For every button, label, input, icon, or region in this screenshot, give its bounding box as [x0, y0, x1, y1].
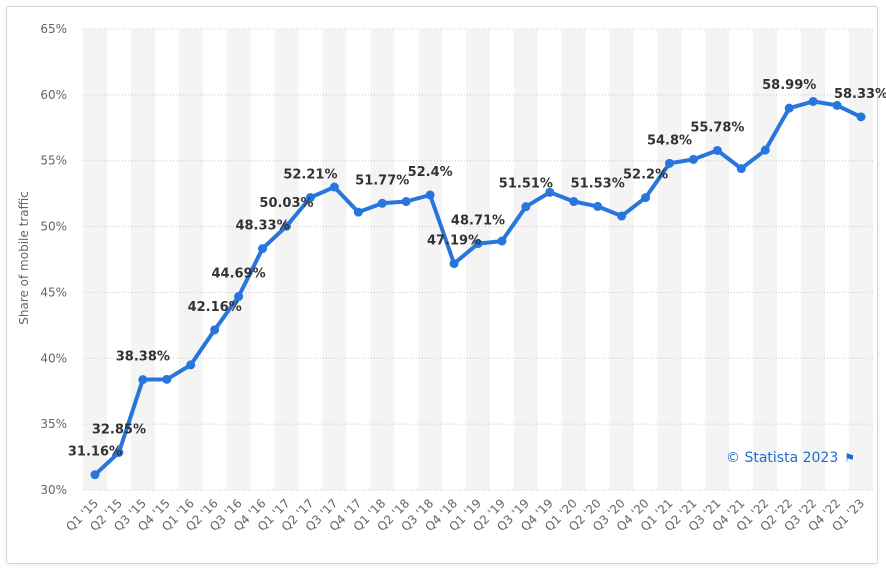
data-label: 55.78%	[690, 120, 744, 135]
column-stripe	[513, 29, 538, 490]
data-label: 52.4%	[408, 165, 453, 180]
column-stripe	[753, 29, 778, 490]
data-point[interactable]	[425, 190, 435, 200]
data-label: 51.53%	[571, 176, 625, 191]
statista-credit-link[interactable]: © Statista 2023 ⚑	[726, 450, 855, 466]
data-point[interactable]	[234, 292, 244, 302]
y-tick-label: 65%	[40, 22, 67, 36]
data-point[interactable]	[856, 112, 866, 122]
column-stripe	[418, 29, 443, 490]
y-tick-label: 40%	[40, 351, 67, 365]
data-point[interactable]	[258, 244, 268, 254]
column-stripe	[322, 29, 347, 490]
data-point[interactable]	[281, 221, 291, 231]
data-label: 58.33%	[834, 87, 886, 102]
data-point[interactable]	[210, 325, 220, 335]
data-point[interactable]	[760, 145, 770, 155]
data-point[interactable]	[473, 239, 483, 249]
data-label: 48.33%	[235, 219, 289, 234]
data-point[interactable]	[401, 197, 411, 207]
data-label: 54.8%	[647, 133, 692, 148]
column-stripe	[561, 29, 586, 490]
data-point[interactable]	[497, 236, 507, 246]
data-label: 58.99%	[762, 78, 816, 93]
data-point[interactable]	[329, 182, 339, 192]
column-stripe	[609, 29, 634, 490]
data-label: 42.16%	[188, 300, 242, 315]
data-point[interactable]	[186, 360, 196, 370]
data-label: 44.69%	[212, 267, 266, 282]
data-point[interactable]	[665, 158, 675, 168]
data-point[interactable]	[377, 198, 387, 208]
column-stripe	[83, 29, 107, 490]
data-point[interactable]	[784, 103, 794, 113]
data-point[interactable]	[712, 145, 722, 155]
data-point[interactable]	[114, 447, 124, 457]
y-tick-label: 35%	[40, 417, 67, 431]
column-stripes	[83, 29, 873, 490]
data-point[interactable]	[545, 187, 555, 197]
column-stripe	[705, 29, 730, 490]
data-label: 38.38%	[116, 350, 170, 365]
data-label: 47.19%	[427, 234, 481, 249]
data-labels: 31.16% 32.85% 38.38% 42.16% 44.69% 48.33% 50.0…	[68, 78, 886, 460]
column-stripe	[226, 29, 251, 490]
y-tick-label: 55%	[40, 154, 67, 168]
data-label: 32.85%	[92, 422, 146, 437]
data-point[interactable]	[90, 470, 100, 480]
data-points	[90, 96, 866, 480]
column-stripe	[801, 29, 826, 490]
column-stripe	[657, 29, 682, 490]
data-point[interactable]	[305, 192, 315, 202]
credit-text: © Statista 2023	[726, 450, 839, 466]
data-point[interactable]	[521, 202, 531, 212]
data-point[interactable]	[138, 375, 148, 385]
column-stripe	[274, 29, 299, 490]
y-tick-label: 50%	[40, 220, 67, 234]
data-point[interactable]	[353, 207, 363, 217]
data-point[interactable]	[832, 100, 842, 110]
data-point[interactable]	[736, 164, 746, 174]
column-stripe	[178, 29, 203, 490]
data-label: 52.21%	[283, 167, 337, 182]
column-stripe	[466, 29, 490, 490]
data-point[interactable]	[449, 259, 459, 269]
y-axis-ticks: 30% 35% 40% 45% 50% 55% 60% 65%	[40, 22, 67, 497]
y-tick-label: 45%	[40, 285, 67, 299]
data-label: 48.71%	[451, 214, 505, 229]
column-stripe	[130, 29, 155, 490]
data-point[interactable]	[808, 96, 818, 106]
flag-icon: ⚑	[844, 451, 855, 465]
data-label: 31.16%	[68, 445, 122, 460]
column-stripe	[370, 29, 395, 490]
data-point[interactable]	[593, 201, 603, 211]
data-label: 51.77%	[355, 173, 409, 188]
data-point[interactable]	[162, 374, 172, 384]
y-axis-label: Share of mobile traffic	[17, 191, 31, 325]
data-point[interactable]	[569, 197, 579, 207]
data-label: 52.2%	[623, 168, 668, 183]
column-stripe	[849, 29, 873, 490]
data-point[interactable]	[688, 154, 698, 164]
y-tick-label: 60%	[40, 88, 67, 102]
y-tick-label: 30%	[40, 483, 67, 497]
data-point[interactable]	[641, 193, 651, 203]
data-label: 51.51%	[499, 177, 553, 192]
data-point[interactable]	[617, 211, 627, 221]
data-label: 50.03%	[259, 196, 313, 211]
